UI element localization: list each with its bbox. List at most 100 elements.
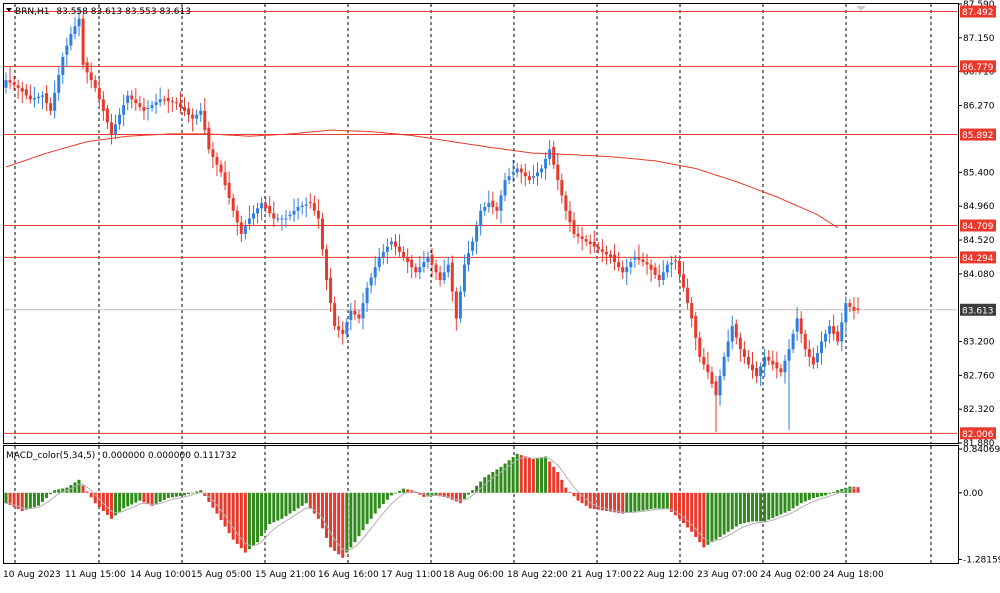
level-tag-bg: [960, 219, 996, 232]
candle-body: [73, 26, 77, 34]
macd-tick-label: 0.840698: [963, 445, 1000, 455]
macd-bar: [771, 492, 775, 518]
macd-axis: 0.840698 0.00 -1.28159: [958, 445, 1000, 565]
macd-bar: [677, 492, 681, 519]
macd-bar: [702, 492, 706, 548]
candle-body: [844, 303, 848, 323]
macd-bar: [535, 458, 539, 493]
macd-bar: [373, 492, 377, 514]
macd-bar: [742, 492, 746, 524]
candle-body: [329, 277, 333, 304]
macd-bar: [799, 492, 803, 504]
candle-body: [81, 18, 85, 65]
candle-body: [702, 356, 706, 365]
macd-bar: [85, 491, 89, 493]
macd-signal: [5, 456, 859, 551]
macd-bar: [819, 492, 823, 497]
macd-bar: [77, 479, 81, 493]
candle-body: [239, 222, 243, 234]
macd-bar: [694, 492, 698, 537]
macd-bar: [122, 492, 126, 509]
candle-body: [722, 356, 726, 377]
macd-bar: [53, 490, 57, 493]
macd-bar: [256, 492, 260, 543]
macd-bar: [114, 492, 118, 516]
macd-bar: [146, 492, 150, 505]
macd-bar: [795, 492, 799, 506]
candle-body: [446, 264, 450, 273]
macd-bar: [20, 492, 24, 511]
candle-body: [130, 95, 134, 100]
candle-body: [795, 318, 799, 332]
macd-bar: [434, 492, 438, 496]
candle-body: [389, 241, 393, 245]
moving-average: [5, 129, 838, 229]
macd-bar: [767, 492, 771, 520]
candle-body: [247, 218, 251, 224]
scroll-marker-icon[interactable]: [856, 6, 866, 11]
candle-body: [775, 362, 779, 369]
macd-bar: [730, 492, 734, 530]
candle-body: [256, 208, 260, 214]
candle-body: [114, 124, 118, 134]
candle-body: [211, 149, 215, 157]
candle-body: [357, 314, 361, 319]
candle-body: [183, 107, 187, 111]
candle-body: [742, 349, 746, 357]
level-tag-bg: [960, 128, 996, 141]
macd-bar: [207, 492, 211, 502]
candle-body: [402, 251, 406, 257]
price-tick-label: 86.710: [963, 68, 995, 78]
candle-body: [718, 376, 722, 396]
macd-bar: [130, 492, 134, 505]
candle-body: [714, 381, 718, 396]
macd-bar: [475, 485, 479, 493]
candle-body: [495, 206, 499, 211]
candle-body: [16, 85, 20, 88]
candle-body: [373, 267, 377, 278]
candle-body: [852, 306, 856, 311]
macd-bar: [235, 492, 239, 544]
macd-bar: [714, 492, 718, 540]
macd-bar: [519, 455, 523, 493]
symbol-dropdown-icon[interactable]: [6, 8, 12, 12]
candle-body: [312, 203, 316, 211]
price-tick-label: 87.590: [963, 0, 995, 10]
macd-bar: [398, 490, 402, 493]
time-label: 18 Aug 06:00: [443, 570, 504, 580]
macd-bar: [824, 492, 828, 496]
macd-bar: [531, 459, 535, 493]
candle-body: [320, 218, 324, 250]
candle-body: [824, 333, 828, 342]
candle-body: [832, 326, 836, 334]
macd-bar: [746, 492, 750, 523]
level-tags: 87.492 86.779 85.892 84.709 84.294 82.006 83.6…: [960, 5, 996, 440]
ohlc-values: 83.558 83.613 83.553 83.613: [56, 7, 191, 17]
candle-body: [65, 45, 69, 55]
level-tag-bg: [960, 60, 996, 73]
time-label: 22 Aug 12:00: [633, 570, 694, 580]
macd-bar: [316, 492, 320, 519]
price-pane[interactable]: [3, 3, 959, 444]
candle-body: [657, 274, 661, 281]
indicator-pane[interactable]: [3, 445, 959, 564]
macd-bar: [73, 482, 77, 493]
macd-bar: [385, 492, 389, 500]
candle-body: [815, 353, 819, 363]
macd-bar: [134, 492, 138, 503]
macd-bar: [527, 457, 531, 493]
candle-body: [653, 267, 657, 275]
candle-body: [791, 333, 795, 350]
macd-bar: [661, 492, 665, 509]
candle-body: [36, 96, 40, 99]
macd-bar: [247, 492, 251, 550]
level-tag: 82.006: [962, 430, 994, 440]
price-tick-label: 84.080: [963, 270, 995, 280]
macd-bar: [572, 492, 576, 497]
macd-bar: [393, 492, 397, 494]
macd-bar: [698, 492, 702, 543]
candle-body: [45, 93, 49, 104]
macd-bar: [93, 492, 97, 504]
